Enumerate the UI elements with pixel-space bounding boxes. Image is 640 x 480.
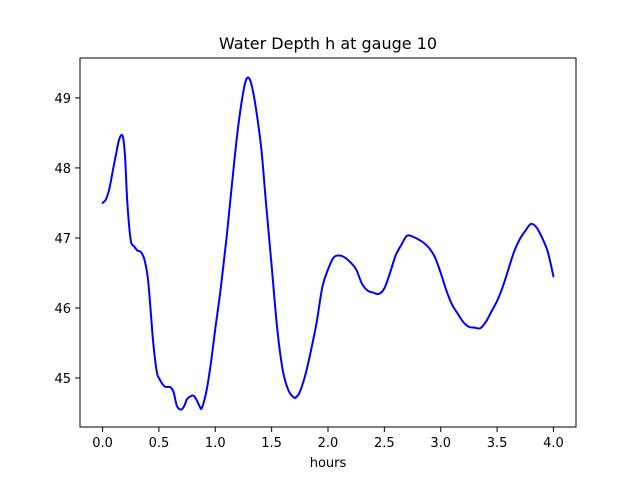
x-tick-label: 2.5 bbox=[374, 436, 395, 451]
y-axis-ticks: 45 46 47 48 49 bbox=[54, 92, 80, 387]
x-tick-label: 2.0 bbox=[318, 436, 339, 451]
x-tick-label: 0.0 bbox=[92, 436, 113, 451]
x-tick-label: 0.5 bbox=[149, 436, 170, 451]
x-tick-label: 1.0 bbox=[205, 436, 226, 451]
y-tick-label: 47 bbox=[54, 232, 71, 247]
x-tick-label: 1.5 bbox=[261, 436, 282, 451]
chart-title: Water Depth h at gauge 10 bbox=[219, 34, 437, 53]
x-tick-label: 3.0 bbox=[430, 436, 451, 451]
x-axis-label: hours bbox=[310, 456, 347, 471]
y-tick-label: 48 bbox=[54, 162, 71, 177]
x-tick-label: 3.5 bbox=[487, 436, 508, 451]
water-depth-series-line bbox=[101, 76, 555, 411]
plot-area-frame bbox=[79, 57, 577, 428]
y-tick-label: 49 bbox=[54, 92, 71, 107]
x-tick-label: 4.0 bbox=[543, 436, 564, 451]
x-axis-ticks: 0.0 0.5 1.0 1.5 2.0 2.5 3.0 3.5 4.0 bbox=[92, 427, 564, 451]
y-tick-label: 46 bbox=[54, 302, 71, 317]
y-tick-label: 45 bbox=[54, 372, 71, 387]
